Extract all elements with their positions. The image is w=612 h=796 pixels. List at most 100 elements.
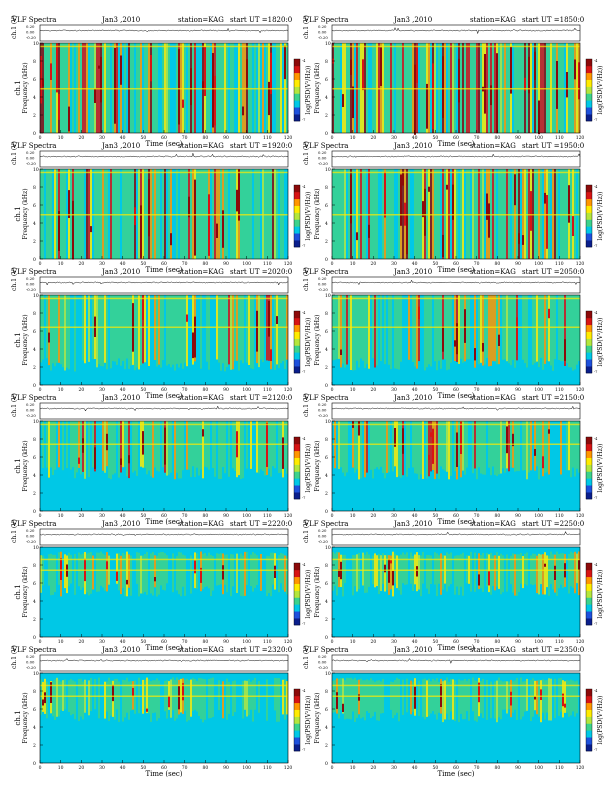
spectrogram-column: [52, 295, 54, 364]
start-prefix: start UT =: [522, 268, 560, 276]
spectrogram-band-line: [332, 45, 580, 48]
spectrogram-column: [84, 295, 86, 364]
freq-tick-label: 10: [33, 293, 39, 299]
spectrogram-column: [64, 421, 66, 470]
spectrogram-column: [242, 421, 244, 479]
time-tick-label: 40: [120, 765, 126, 771]
ch-axis-label: ch.1 (V): [303, 15, 310, 39]
spectrogram-column: [122, 679, 124, 722]
spectrogram-burst: [340, 349, 342, 355]
spectrogram-column: [230, 421, 232, 476]
spectrogram-column: [426, 421, 428, 479]
spectrogram-column: [444, 421, 446, 471]
colorbar-tick-label: -4: [594, 185, 598, 189]
panel-station-label: station=KAG: [178, 268, 224, 276]
start-time: 2320:0: [268, 646, 293, 654]
colorbar-segment: [294, 563, 300, 571]
spectrogram-burst: [188, 196, 190, 218]
waveform-frame: [331, 150, 581, 168]
spectrogram-column: [370, 678, 372, 718]
spectrogram-burst: [518, 233, 520, 244]
spectrogram-column: [190, 679, 192, 717]
spectrogram-burst: [544, 192, 546, 204]
spectrogram-column: [100, 421, 102, 472]
time-tick-label: 40: [412, 513, 418, 519]
spectrogram-column: [574, 421, 576, 477]
spectrogram-column: [68, 295, 70, 370]
ch-tick-label: -0.20: [318, 161, 328, 166]
spectrogram-column: [220, 553, 222, 585]
ch-tick-label: 0.00: [26, 156, 35, 161]
time-axis-label: Time (sec): [145, 770, 182, 778]
spectrogram-column: [462, 552, 464, 596]
spectrogram-column: [188, 421, 190, 470]
spectrogram-burst: [564, 339, 566, 361]
spectrogram-burst: [148, 179, 150, 237]
time-tick-label: 100: [242, 639, 251, 645]
time-tick-label: 120: [576, 639, 585, 645]
spectrogram-column: [218, 553, 220, 585]
spectrogram-burst: [430, 432, 432, 437]
panel-start-ut: start UT =2020:0: [230, 268, 292, 276]
ch-tick-label: 0.00: [318, 408, 327, 413]
waveform-frame: [331, 528, 581, 546]
colorbar: [293, 58, 301, 122]
spectrogram-burst: [390, 560, 392, 564]
spectrogram-column: [188, 555, 190, 588]
spectrogram-burst: [426, 83, 428, 129]
waveform-frame: [39, 150, 289, 168]
freq-tick-label: 6: [33, 329, 36, 335]
ch-tick-label: -0.20: [26, 539, 36, 544]
spectrogram-column: [258, 421, 260, 474]
time-tick-label: 40: [412, 765, 418, 771]
colorbar-tick-label: -7: [302, 370, 305, 374]
spectrogram-column: [574, 295, 576, 370]
ch-axis-label: ch.1 (V): [303, 519, 310, 543]
spectrogram-column: [336, 421, 338, 470]
frequency-axis-label: Frequency (kHz): [314, 692, 321, 743]
spectrogram-burst: [216, 223, 218, 238]
spectrogram-column: [62, 421, 64, 471]
spectrogram-burst: [268, 300, 270, 337]
spectrogram-column: [550, 551, 552, 584]
panel-start-ut: start UT =1920:0: [230, 142, 292, 150]
waveform-trace: [39, 658, 289, 662]
spectrogram-column: [536, 680, 538, 715]
spectrogram-column: [124, 554, 126, 597]
colorbar-label: log(PSD(V²/Hz)): [597, 570, 604, 619]
spectrogram-column: [436, 553, 438, 597]
spectrogram-column: [532, 553, 534, 586]
colorbar-segment: [294, 576, 300, 584]
colorbar-segment: [294, 695, 300, 704]
time-tick-label: 70: [474, 513, 480, 519]
time-tick-label: 10: [58, 135, 64, 141]
time-tick-label: 30: [99, 387, 105, 393]
freq-tick-label: 6: [33, 455, 36, 461]
spectrogram-column: [514, 554, 516, 596]
spectrogram-column: [426, 295, 428, 368]
spectrogram-column: [450, 552, 452, 585]
ch-tick-label: 0.20: [318, 402, 327, 407]
time-tick-label: 0: [331, 513, 334, 519]
spectrogram-column: [434, 421, 436, 480]
colorbar-segment: [294, 79, 300, 87]
spectrogram-burst: [114, 48, 116, 124]
spectrogram-column: [376, 680, 378, 721]
spectrogram-burst: [126, 579, 128, 585]
spectrogram-band-line: [40, 423, 288, 426]
spectrogram-column: [252, 552, 254, 592]
spectrogram-column: [540, 680, 542, 723]
colorbar: [585, 58, 593, 122]
colorbar-segment: [294, 219, 300, 227]
ch-tick-label: 0.20: [318, 654, 327, 659]
colorbar-segment: [586, 563, 592, 571]
spectrogram-column: [494, 421, 496, 475]
time-tick-label: 40: [412, 387, 418, 393]
panel-start-ut: start UT =2350:0: [522, 646, 584, 654]
colorbar-segment: [586, 437, 592, 445]
spectrogram-column: [176, 295, 178, 364]
panel-station-label: station=KAG: [178, 394, 224, 402]
freq-tick-label: 10: [325, 671, 331, 677]
spectrogram-column: [264, 678, 266, 712]
spectrogram-column: [278, 554, 280, 593]
